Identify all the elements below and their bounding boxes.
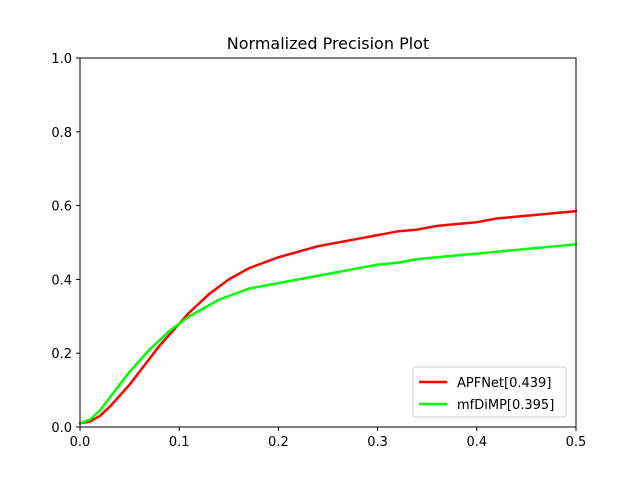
y-tick-label: 0.8 bbox=[51, 126, 72, 141]
series-line-2 bbox=[78, 243, 578, 425]
axes: 0.0 0.1 0.2 0.3 0.4 0.5 0.0 0.2 0.4 0.6 0.8 1.0 bbox=[51, 52, 586, 450]
legend-label-2: mfDiMP[0.395] bbox=[457, 398, 554, 413]
legend: APFNet[0.439] mfDiMP[0.395] bbox=[412, 366, 567, 418]
y-tick-label: 0.0 bbox=[51, 421, 72, 436]
series-line-1 bbox=[78, 209, 578, 425]
x-tick-label: 0.2 bbox=[268, 435, 289, 450]
x-tick-label: 0.5 bbox=[566, 435, 587, 450]
plot-area bbox=[78, 209, 578, 425]
y-tick-label: 1.0 bbox=[51, 52, 72, 67]
x-tick-label: 0.0 bbox=[70, 435, 91, 450]
y-tick-label: 0.2 bbox=[51, 347, 72, 362]
chart-title: Normalized Precision Plot bbox=[227, 34, 429, 53]
y-tick-label: 0.4 bbox=[51, 273, 72, 288]
plot-frame bbox=[79, 57, 577, 428]
x-tick-label: 0.3 bbox=[367, 435, 388, 450]
x-tick-label: 0.4 bbox=[466, 435, 487, 450]
legend-box bbox=[412, 366, 567, 418]
legend-label-1: APFNet[0.439] bbox=[457, 376, 551, 391]
x-tick-label: 0.1 bbox=[169, 435, 190, 450]
y-tick-label: 0.6 bbox=[51, 200, 72, 215]
